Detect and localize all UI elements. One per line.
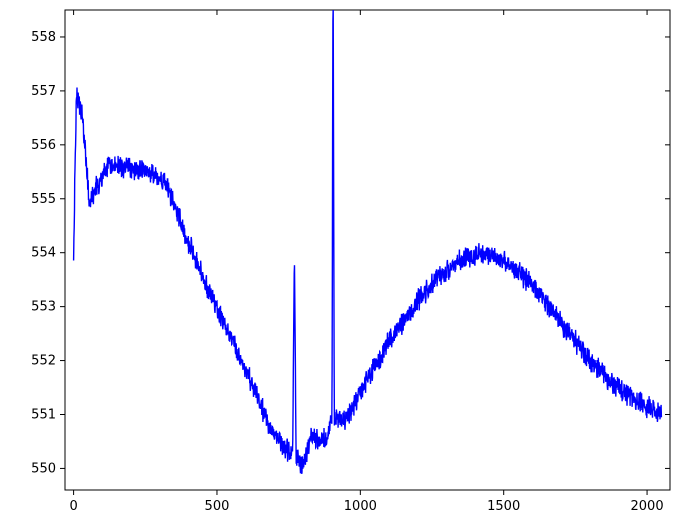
- svg-text:552: 552: [31, 354, 56, 369]
- chart-svg: 0 500 1000 1500 2000 550 551 552 553 554 555 556 557…: [0, 0, 680, 518]
- svg-text:554: 554: [31, 246, 56, 261]
- svg-text:1000: 1000: [344, 499, 377, 514]
- svg-text:0: 0: [69, 499, 77, 514]
- svg-text:555: 555: [31, 192, 56, 207]
- line-chart: 0 500 1000 1500 2000 550 551 552 553 554 555 556 557…: [0, 0, 680, 518]
- svg-text:557: 557: [31, 84, 56, 99]
- svg-text:556: 556: [31, 138, 56, 153]
- svg-text:551: 551: [31, 407, 56, 422]
- svg-text:553: 553: [31, 300, 56, 315]
- svg-text:550: 550: [31, 461, 56, 476]
- svg-text:2000: 2000: [631, 499, 664, 514]
- svg-text:1500: 1500: [487, 499, 520, 514]
- svg-text:500: 500: [205, 499, 230, 514]
- svg-text:558: 558: [31, 30, 56, 45]
